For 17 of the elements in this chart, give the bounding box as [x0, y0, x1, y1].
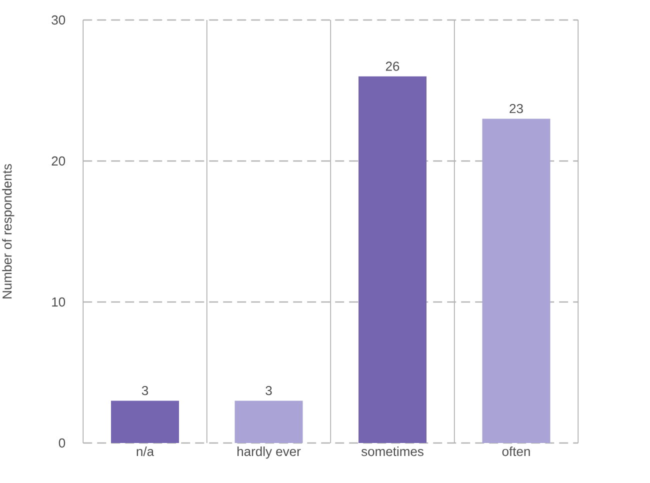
data-label: 3: [266, 386, 272, 396]
y-tick-label: 20: [52, 156, 66, 166]
y-tick-label: 10: [52, 297, 66, 307]
data-label: 23: [510, 104, 523, 114]
y-tick-label: 0: [58, 438, 66, 448]
y-axis-title: Number of respondents: [2, 164, 14, 298]
data-label: 26: [386, 62, 400, 71]
data-label: 3: [142, 386, 148, 396]
bar: [111, 400, 180, 443]
bar: [482, 118, 550, 443]
x-tick-label: often: [502, 446, 530, 456]
bar: [234, 400, 303, 443]
x-tick-label: sometimes: [361, 446, 424, 456]
x-tick-label: hardly ever: [237, 446, 301, 459]
x-tick-label: n/a: [136, 446, 154, 456]
bar: [358, 76, 427, 443]
y-tick-label: 30: [52, 15, 66, 25]
